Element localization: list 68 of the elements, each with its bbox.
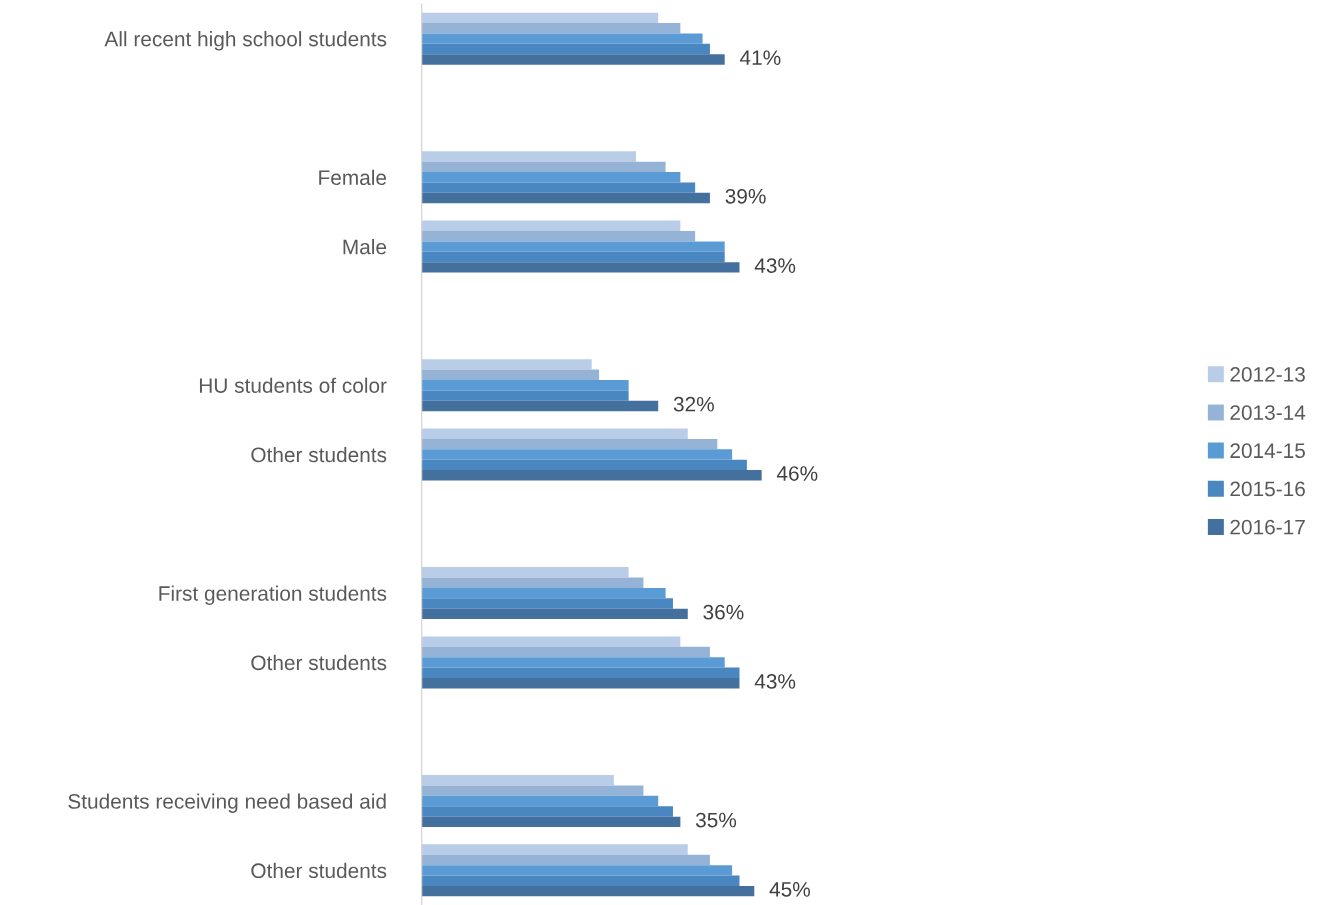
bar [421,806,673,817]
bar [421,865,733,876]
bar [421,567,629,578]
bar [421,844,688,855]
bar [421,230,696,242]
bar [421,12,659,24]
legend-label: 2016-17 [1230,519,1305,535]
bar [421,885,755,897]
bar [421,875,740,886]
bar [421,192,710,204]
bar [421,172,681,183]
bar [421,667,740,679]
bar [421,390,629,401]
bar [421,161,666,173]
bar [421,608,688,620]
bar [421,449,733,460]
data-label: 35% [695,812,737,828]
legend-label: 2014-15 [1230,443,1305,459]
bar [421,816,681,828]
bar [421,251,725,263]
bar [421,438,718,450]
y-tick-label: Other students [251,446,387,463]
data-label: 43% [754,258,796,273]
bar [421,646,710,658]
bar [421,182,696,193]
data-label: 36% [703,604,744,620]
bar [421,470,762,481]
bar [421,785,644,796]
bar [421,33,703,44]
y-tick-label: Male [343,239,387,255]
bar [421,678,740,689]
bar [421,854,710,866]
y-tick-label: Other students [251,862,387,879]
data-label: 43% [754,674,796,689]
legend-label: 2012-13 [1230,367,1305,382]
legend-label: 2015-16 [1230,481,1305,497]
bar [421,43,710,55]
bar [421,369,600,380]
bar [421,359,592,370]
data-label: 45% [769,882,811,897]
bar [421,262,740,273]
y-tick-label: Students receiving need based aid [68,793,386,813]
data-label: 41% [739,50,781,65]
y-tick-label: All recent high school students [104,31,387,51]
y-tick-label: Other students [251,654,387,671]
bar [421,577,644,588]
bar [421,459,747,471]
bar [421,657,725,668]
bar [421,220,681,231]
bar [421,379,629,391]
y-tick-label: First generation students [159,585,387,605]
bar [421,241,725,252]
bar [421,795,659,807]
bar [421,151,637,162]
bar [421,428,688,439]
bar [421,598,673,609]
bar [421,54,725,65]
bar [421,400,659,412]
data-label: 46% [776,466,818,481]
legend-label: 2013-14 [1230,405,1306,420]
bar [421,587,666,599]
y-tick-label: Female [319,169,387,186]
bar [421,775,614,786]
data-label: 39% [725,188,766,204]
y-tick-label: HU students of color [199,377,387,393]
bar [421,636,681,647]
data-label: 32% [673,396,714,412]
bar [421,23,681,34]
